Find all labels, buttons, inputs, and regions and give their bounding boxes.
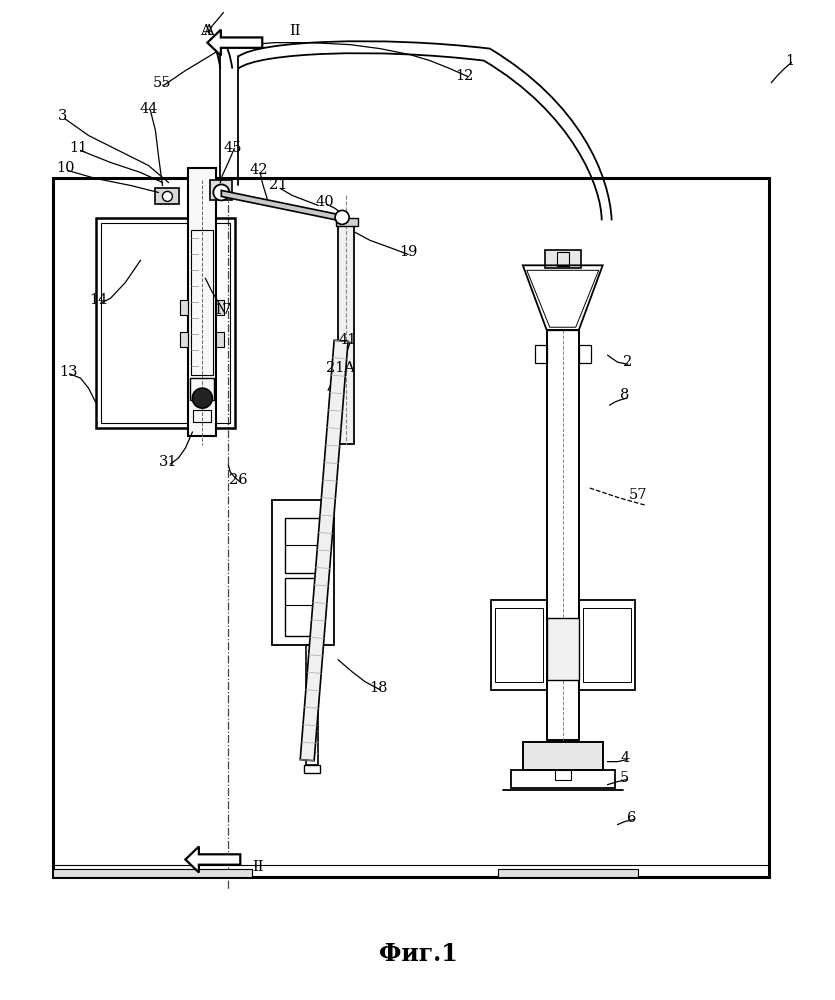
Bar xyxy=(544,250,580,268)
Text: 13: 13 xyxy=(59,365,78,379)
Bar xyxy=(180,332,189,347)
Bar xyxy=(579,345,590,363)
Bar xyxy=(53,869,252,877)
Bar xyxy=(523,742,603,770)
Text: 21: 21 xyxy=(269,178,287,192)
Bar xyxy=(194,410,211,422)
Bar xyxy=(554,770,571,780)
Text: 2: 2 xyxy=(623,355,632,369)
Text: 21A: 21A xyxy=(326,361,355,375)
Text: 4: 4 xyxy=(620,751,630,765)
Text: 5: 5 xyxy=(620,771,630,785)
Text: 3: 3 xyxy=(58,109,68,123)
Bar xyxy=(579,600,635,690)
Text: 31: 31 xyxy=(159,455,178,469)
Circle shape xyxy=(213,184,230,200)
Text: II: II xyxy=(290,24,301,38)
Bar xyxy=(95,218,235,428)
Bar xyxy=(547,330,579,740)
Text: 17: 17 xyxy=(213,303,231,317)
Bar xyxy=(547,618,579,680)
Bar xyxy=(498,869,638,877)
Bar xyxy=(304,765,320,773)
Text: 40: 40 xyxy=(316,195,335,209)
Polygon shape xyxy=(207,30,262,56)
Text: 41: 41 xyxy=(339,333,357,347)
Text: 26: 26 xyxy=(229,473,248,487)
Bar xyxy=(306,645,318,765)
Text: 8: 8 xyxy=(620,388,630,402)
Text: 14: 14 xyxy=(89,293,108,307)
Bar xyxy=(189,168,216,436)
Bar xyxy=(216,332,225,347)
Bar xyxy=(491,600,547,690)
Text: 57: 57 xyxy=(629,488,647,502)
Text: 6: 6 xyxy=(627,811,636,825)
Text: 10: 10 xyxy=(56,161,75,175)
Bar xyxy=(338,224,354,444)
Bar xyxy=(216,300,225,315)
Text: A: A xyxy=(203,24,214,38)
Bar xyxy=(511,770,615,788)
Bar xyxy=(190,378,215,400)
Bar xyxy=(495,608,543,682)
Bar xyxy=(180,300,189,315)
Bar xyxy=(210,180,232,200)
Text: 19: 19 xyxy=(399,245,418,259)
Bar xyxy=(53,178,769,877)
Text: 55: 55 xyxy=(153,76,172,90)
Text: 1: 1 xyxy=(785,54,794,68)
Text: II: II xyxy=(252,860,264,874)
Text: 11: 11 xyxy=(69,141,88,155)
Text: 12: 12 xyxy=(456,69,474,83)
Text: 42: 42 xyxy=(249,163,267,177)
Polygon shape xyxy=(185,847,240,872)
Text: 44: 44 xyxy=(139,102,158,116)
Text: Фиг.1: Фиг.1 xyxy=(378,942,458,966)
Polygon shape xyxy=(221,190,338,220)
Bar xyxy=(155,188,180,204)
Bar xyxy=(191,230,213,375)
Polygon shape xyxy=(301,340,348,761)
Bar xyxy=(557,252,569,266)
Text: 18: 18 xyxy=(369,681,387,695)
Bar xyxy=(286,578,321,636)
Circle shape xyxy=(163,191,172,201)
Circle shape xyxy=(192,388,212,408)
Bar xyxy=(286,518,321,573)
Bar xyxy=(100,223,230,423)
Bar xyxy=(272,500,334,645)
Bar xyxy=(534,345,547,363)
Bar xyxy=(583,608,630,682)
Text: 45: 45 xyxy=(223,141,241,155)
Text: A: A xyxy=(200,24,210,38)
Circle shape xyxy=(335,210,349,224)
Bar xyxy=(337,218,358,226)
